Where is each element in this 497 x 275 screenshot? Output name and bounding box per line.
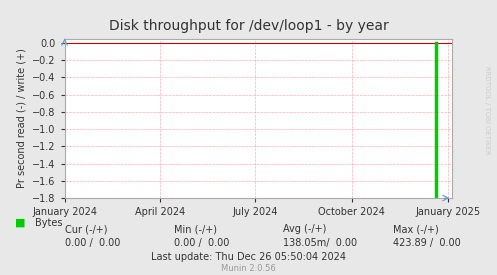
Text: Bytes: Bytes [35,218,62,228]
Text: Munin 2.0.56: Munin 2.0.56 [221,264,276,273]
Text: Cur (-/+): Cur (-/+) [65,224,107,234]
Text: 0.00 /  0.00: 0.00 / 0.00 [65,238,120,248]
Text: 423.89 /  0.00: 423.89 / 0.00 [393,238,460,248]
Text: Avg (-/+): Avg (-/+) [283,224,327,234]
Text: 138.05m/  0.00: 138.05m/ 0.00 [283,238,357,248]
Text: Disk throughput for /dev/loop1 - by year: Disk throughput for /dev/loop1 - by year [109,19,388,33]
Text: Last update: Thu Dec 26 05:50:04 2024: Last update: Thu Dec 26 05:50:04 2024 [151,252,346,262]
Text: Min (-/+): Min (-/+) [174,224,217,234]
Text: Max (-/+): Max (-/+) [393,224,438,234]
Text: ■: ■ [15,218,25,228]
Y-axis label: Pr second read (-) / write (+): Pr second read (-) / write (+) [16,48,26,188]
Text: RRDTOOL / TOBI OETIKER: RRDTOOL / TOBI OETIKER [484,66,490,154]
Text: 0.00 /  0.00: 0.00 / 0.00 [174,238,229,248]
